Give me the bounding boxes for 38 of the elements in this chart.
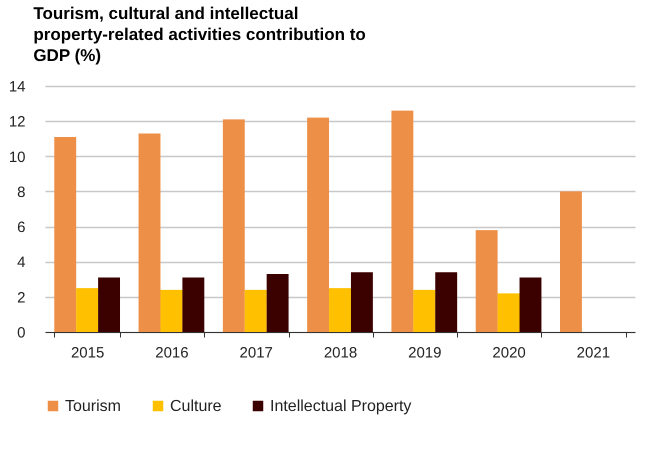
bar (476, 230, 498, 332)
y-tick-label: 0 (17, 324, 26, 342)
x-tick-label: 2017 (240, 344, 273, 362)
bar (560, 191, 582, 332)
bar (329, 288, 351, 332)
x-tick-label: 2015 (70, 344, 104, 362)
x-tick-label: 2019 (408, 344, 442, 362)
y-tick-label: 8 (17, 184, 26, 201)
y-tick-label: 2 (17, 289, 26, 306)
bar (160, 290, 182, 332)
bar (138, 133, 160, 332)
bar (182, 278, 204, 332)
bar (76, 288, 98, 332)
bar (54, 136, 76, 332)
bar (266, 274, 289, 332)
x-tick-label: 2020 (492, 344, 526, 362)
bar (391, 110, 414, 332)
y-tick-label: 6 (17, 219, 26, 236)
bar (498, 293, 520, 332)
bar (244, 290, 267, 332)
x-tick-label: 2018 (324, 344, 358, 362)
bar (307, 118, 330, 332)
bar (350, 272, 373, 332)
bar (98, 278, 120, 332)
bar (435, 272, 458, 332)
x-tick-label: 2021 (576, 344, 610, 362)
y-tick-label: 12 (8, 114, 26, 131)
legend-label: Tourism (65, 398, 122, 415)
bar (413, 290, 436, 332)
bar (222, 119, 245, 332)
chart-title: Tourism, cultural and intellectual property-related activities contribution to GDP (%) (33, 4, 366, 65)
y-tick-label: 14 (8, 78, 26, 96)
y-tick-label: 10 (8, 148, 26, 166)
legend-label: Culture (170, 398, 222, 415)
legend-label: Intellectual Property (270, 398, 412, 415)
bar (520, 278, 542, 332)
x-tick-label: 2016 (155, 344, 189, 362)
y-tick-label: 4 (17, 254, 26, 272)
